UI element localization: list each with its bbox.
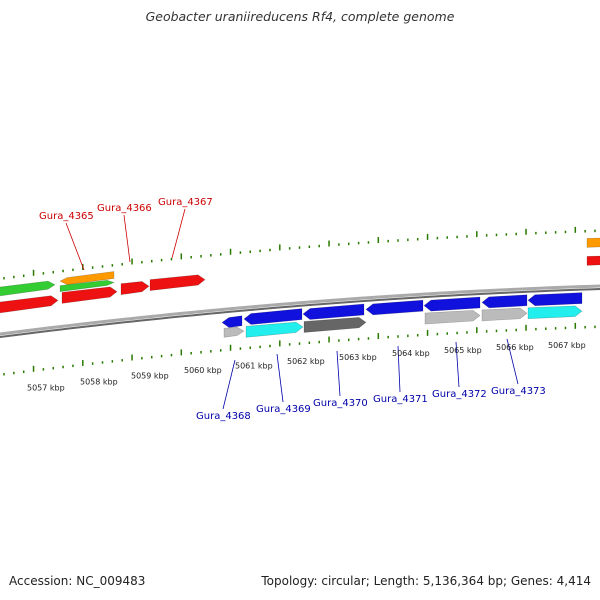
kbp-label: 5066 kbp: [496, 343, 534, 352]
gene-box-gray: [223, 326, 245, 338]
leader-line: [276, 353, 284, 403]
gene-arrow-blue: [527, 292, 583, 307]
gene-arrow-red: [586, 255, 600, 266]
gene-arrow-blue: [302, 303, 365, 320]
gene-box-gray: [424, 310, 481, 325]
leader-line: [65, 222, 85, 271]
genome-backbone: [0, 284, 600, 339]
gene-label: Gura_4366: [97, 203, 152, 214]
leader-line: [397, 345, 401, 393]
accession-text: Accession: NC_009483: [9, 574, 146, 588]
backbone-line-upper: [0, 284, 600, 336]
gene-label: Gura_4365: [39, 211, 94, 222]
gene-label: Gura_4369: [256, 404, 311, 415]
kbp-label: 5065 kbp: [444, 346, 482, 355]
label-leader-lines: [65, 208, 519, 410]
gene-label: Gura_4371: [373, 394, 428, 405]
gene-arrow-red: [61, 286, 118, 304]
kbp-label: 5059 kbp: [131, 372, 169, 381]
gene-arrow-red: [0, 295, 59, 314]
gene-arrow-blue: [243, 308, 303, 325]
leader-line: [123, 214, 131, 263]
gene-arrow-red: [120, 281, 150, 296]
gene-arrow-blue: [423, 296, 481, 312]
gene-arrow-blue: [221, 315, 243, 328]
kbp-label: 5062 kbp: [287, 357, 325, 366]
gene-features: [0, 237, 600, 338]
leader-line: [171, 208, 186, 259]
upper-tick-track: [3, 226, 596, 280]
leader-line: [506, 338, 519, 385]
gene-label: Gura_4370: [313, 398, 368, 409]
gene-label: Gura_4367: [158, 197, 213, 208]
leader-line: [336, 350, 341, 397]
gene-arrow-blue: [481, 294, 528, 309]
gene-arrow-green: [0, 280, 56, 297]
gene-label: Gura_4372: [432, 389, 487, 400]
leader-line: [222, 359, 236, 410]
gene-box-gray: [481, 307, 528, 322]
lower-tick-track: [3, 322, 596, 376]
gene-arrow-orange: [59, 271, 115, 285]
genome-title: Geobacter uraniireducens Rf4, complete g…: [145, 9, 455, 24]
backbone-line-lower: [0, 287, 600, 339]
kbp-label: 5064 kbp: [392, 349, 430, 358]
kbp-label: 5067 kbp: [548, 341, 586, 350]
kbp-label: 5060 kbp: [184, 366, 222, 375]
gene-label: Gura_4368: [196, 411, 251, 422]
gene-label: Gura_4373: [491, 386, 546, 397]
gene-arrow-red: [149, 274, 206, 291]
gene-arrow-green: [59, 279, 115, 292]
gene-arrow-orange: [586, 237, 600, 248]
gene-arrow-blue: [365, 299, 424, 316]
leader-line: [455, 341, 460, 388]
gene-box-darkgray: [303, 317, 367, 333]
gene-box-cyan: [245, 321, 304, 338]
kbp-labels: 5057 kbp 5058 kbp 5059 kbp 5060 kbp 5061 kbp…: [27, 341, 586, 393]
topology-text: Topology: circular; Length: 5,136,364 bp…: [261, 574, 591, 588]
kbp-label: 5061 kbp: [235, 361, 273, 370]
kbp-label: 5058 kbp: [80, 377, 118, 386]
kbp-label: 5057 kbp: [27, 384, 65, 393]
gene-box-cyan: [527, 305, 583, 320]
kbp-label: 5063 kbp: [339, 353, 377, 362]
